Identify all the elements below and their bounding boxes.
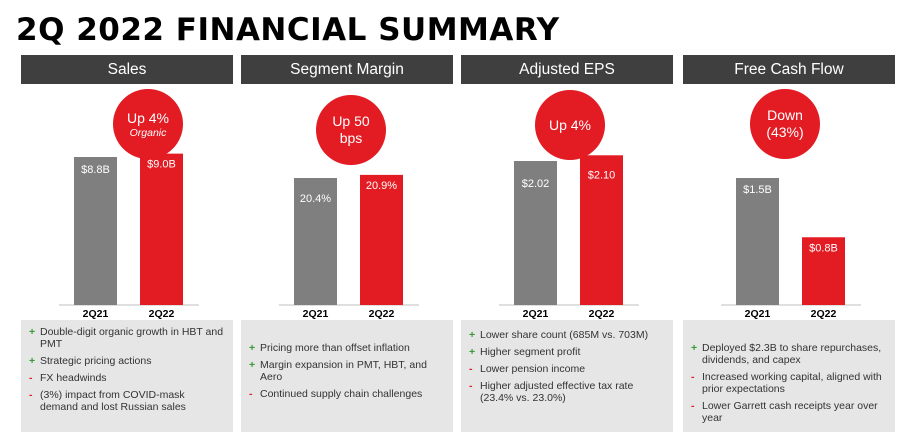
bar-value-label: $1.5B [743,184,772,196]
bar-value-label: $0.8B [809,242,838,254]
badge-main: Up 50 bps [332,113,370,146]
bar-2q21 [514,161,557,305]
bar-2q21 [736,178,779,305]
notes-box: + Double-digit organic growth in HBT and … [21,320,233,432]
minus-icon: - [469,363,473,375]
note-item: + Lower share count (685M vs. 703M) [469,329,665,341]
bar-value-label: 20.4% [300,193,331,205]
note-text: (3%) impact from COVID-mask demand and l… [40,389,186,413]
panel-sales: Sales $8.8B 2Q21 $9.0B 2Q22 Up 4% Organic +… [21,55,233,432]
minus-icon: - [249,388,253,400]
note-item: - Lower pension income [469,363,665,375]
note-item: + Double-digit organic growth in HBT and … [29,326,225,350]
note-text: Increased working capital, aligned with … [702,371,882,395]
note-text: Lower Garrett cash receipts year over ye… [702,400,878,424]
badge-main: Up 4% [126,109,170,126]
bar-chart: $2.02 2Q21 $2.10 2Q22 [499,155,639,320]
panel-header: Sales [21,55,233,84]
panel-header: Adjusted EPS [461,55,673,84]
note-item: + Margin expansion in PMT, HBT, and Aero [249,359,445,383]
note-text: Margin expansion in PMT, HBT, and Aero [260,359,427,383]
note-text: Lower pension income [480,363,586,375]
plus-icon: + [691,342,698,354]
minus-icon: - [29,372,33,384]
category-label: 2Q22 [149,308,175,320]
panel-header: Segment Margin [241,55,453,84]
category-label: 2Q22 [811,308,837,320]
bar-2q21 [74,157,117,305]
category-label: 2Q21 [83,308,109,320]
bar-chart: $1.5B 2Q21 $0.8B 2Q22 [721,178,861,320]
notes-box: + Lower share count (685M vs. 703M) + Highe… [461,320,673,432]
bar-chart: 20.4% 2Q21 20.9% 2Q22 [279,174,419,320]
panel-adjusted-eps: Adjusted EPS $2.02 2Q21 $2.10 2Q22 Up 4% + L… [461,55,673,432]
note-text: FX headwinds [40,372,107,384]
note-text: Double-digit organic growth in HBT and P… [40,326,224,350]
bar-chart: $8.8B 2Q21 $9.0B 2Q22 [59,153,199,320]
note-text: Higher segment profit [480,346,581,358]
note-item: - Increased working capital, aligned with… [691,371,887,395]
notes-box: + Pricing more than offset inflation + Marg… [241,320,453,432]
note-item: - FX headwinds [29,372,225,384]
note-text: Continued supply chain challenges [260,388,423,400]
change-badge: Up 50 bps [316,95,386,165]
bar-value-label: 20.9% [366,180,397,192]
badge-main: Down (43%) [766,107,804,140]
badge-main: Up 4% [548,116,592,133]
plus-icon: + [249,359,256,371]
note-text: Strategic pricing actions [40,355,152,367]
plus-icon: + [29,326,36,338]
category-label: 2Q21 [745,308,771,320]
notes-box: + Deployed $2.3B to share repurchases, di… [683,320,895,432]
bar-value-label: $2.02 [522,178,550,190]
change-badge: Up 4% [535,90,605,160]
note-text: Deployed $2.3B to share repurchases, div… [702,342,882,366]
note-item: + Strategic pricing actions [29,355,225,367]
change-badge: Down (43%) [750,89,820,159]
bar-2q22 [360,174,403,305]
note-item: + Higher segment profit [469,346,665,358]
minus-icon: - [469,380,473,392]
note-text: Higher adjusted effective tax rate (23.4… [480,380,634,404]
note-item: - (3%) impact from COVID-mask demand and … [29,389,225,413]
bar-2q21 [294,178,337,305]
note-item: + Pricing more than offset inflation [249,342,445,354]
note-item: - Higher adjusted effective tax rate (23.… [469,380,665,404]
note-item: + Deployed $2.3B to share repurchases, di… [691,342,887,366]
category-label: 2Q21 [303,308,329,320]
panel-header: Free Cash Flow [683,55,895,84]
note-text: Pricing more than offset inflation [260,342,410,354]
category-label: 2Q22 [589,308,615,320]
minus-icon: - [691,400,695,412]
note-item: - Lower Garrett cash receipts year over y… [691,400,887,424]
plus-icon: + [29,355,36,367]
badge-sub: Organic [129,126,167,139]
panel-segment-margin: Segment Margin 20.4% 2Q21 20.9% 2Q22 Up 50 … [241,55,453,432]
note-text: Lower share count (685M vs. 703M) [480,329,649,341]
bar-value-label: $8.8B [81,164,110,176]
category-label: 2Q22 [369,308,395,320]
bar-2q22 [140,153,183,305]
bar-value-label: $9.0B [147,159,176,171]
plus-icon: + [469,346,476,358]
change-badge: Up 4% Organic [113,89,183,159]
plus-icon: + [469,329,476,341]
category-label: 2Q21 [523,308,549,320]
bar-value-label: $2.10 [588,169,616,181]
plus-icon: + [249,342,256,354]
minus-icon: - [691,371,695,383]
note-item: - Continued supply chain challenges [249,388,445,400]
panel-free-cash-flow: Free Cash Flow $1.5B 2Q21 $0.8B 2Q22 Down (… [683,55,895,432]
minus-icon: - [29,389,33,401]
bar-2q22 [580,155,623,305]
page-title: 2Q 2022 FINANCIAL SUMMARY [16,12,560,48]
bar-2q22 [802,237,845,305]
